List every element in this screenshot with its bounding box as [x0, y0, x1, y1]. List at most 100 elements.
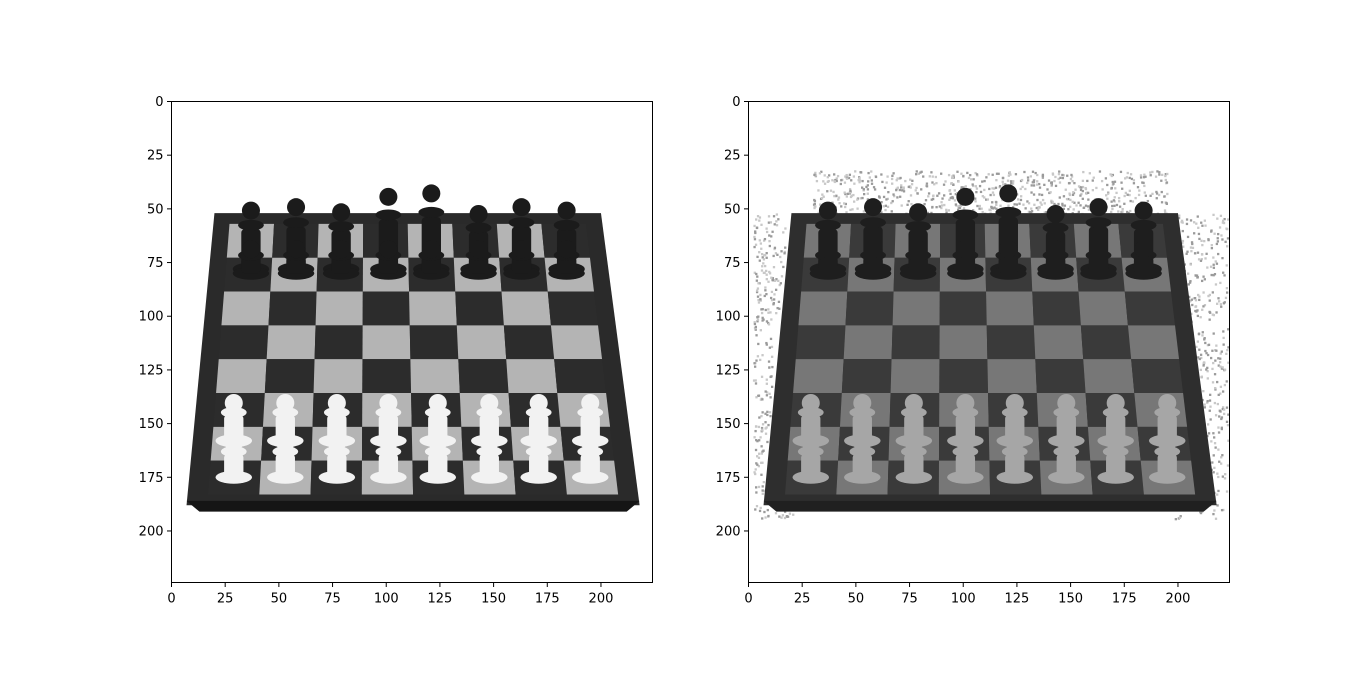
white-pawn	[520, 393, 557, 448]
board-square	[1124, 291, 1176, 326]
board-square	[315, 291, 363, 326]
y-tick-label: 175	[139, 471, 164, 486]
image-panel-2: 0 25 50 75 100 125 150 175 200 0 25 50 75 100 125 150 17…	[716, 95, 1230, 607]
white-pawn	[792, 393, 830, 448]
x-tick-label: 0	[167, 592, 175, 607]
black-pawn	[1125, 240, 1162, 280]
black-pawn	[277, 240, 315, 280]
board-rim	[763, 500, 1217, 512]
white-pawn	[947, 393, 984, 448]
board-square	[550, 325, 603, 360]
x-tick-label: 50	[271, 592, 288, 607]
board-square	[939, 359, 989, 393]
board-square	[218, 325, 269, 360]
x-tick-label: 125	[1005, 592, 1030, 607]
board-square	[986, 325, 1036, 360]
board-square	[1080, 325, 1132, 360]
board-square	[216, 359, 267, 393]
y-tick-label: 0	[732, 95, 740, 110]
y-tick-label: 75	[147, 256, 164, 271]
x-tick-label: 0	[744, 592, 752, 607]
y-tick-label: 50	[724, 202, 741, 217]
white-pawn	[419, 393, 457, 448]
board-square	[503, 325, 555, 360]
white-pawn	[1148, 393, 1186, 448]
board-rim	[186, 500, 640, 512]
board-square	[554, 359, 607, 393]
board-square	[795, 325, 846, 360]
y-tick-label: 125	[716, 363, 741, 378]
white-back-piece	[267, 433, 304, 484]
black-pawn	[947, 240, 984, 280]
white-pawn	[844, 393, 881, 448]
board-square	[987, 359, 1037, 393]
black-pawn	[322, 240, 360, 280]
board-square	[314, 325, 363, 360]
x-tick-label: 25	[794, 592, 811, 607]
x-tick-label: 175	[535, 592, 560, 607]
board-square	[892, 291, 940, 326]
white-pawn	[1097, 393, 1134, 448]
image-content	[752, 170, 1230, 521]
x-tick-label: 150	[1058, 592, 1083, 607]
black-pawn	[1037, 240, 1074, 280]
board-square	[506, 359, 558, 393]
board-square	[266, 325, 316, 360]
y-tick-label: 200	[716, 524, 741, 539]
y-tick-label: 125	[139, 363, 164, 378]
y-tick-label: 100	[139, 310, 164, 325]
image-panel-1: 0 25 50 75 100 125 150 175 200 0 25 50 75 100 125 150 17…	[139, 95, 653, 607]
board-square	[890, 359, 940, 393]
board-square	[221, 291, 271, 326]
board-square	[458, 359, 509, 393]
black-pawn	[370, 240, 407, 280]
board-square	[1032, 291, 1081, 326]
board-square	[362, 291, 410, 326]
y-tick-label: 25	[724, 149, 741, 164]
axes-frame	[748, 101, 1230, 583]
x-tick-label: 125	[428, 592, 453, 607]
white-pawn	[895, 393, 933, 448]
axes-frame	[171, 101, 653, 583]
board-square	[891, 325, 940, 360]
x-tick-label: 150	[481, 592, 506, 607]
black-pawn	[990, 240, 1027, 280]
board-square	[455, 291, 504, 326]
y-tick-label: 150	[716, 417, 741, 432]
x-tick-label: 175	[1112, 592, 1137, 607]
board-square	[313, 359, 363, 393]
board-square	[843, 325, 893, 360]
board-square	[409, 291, 457, 326]
board-square	[798, 291, 848, 326]
black-pawn	[809, 240, 847, 280]
x-tick-label: 100	[951, 592, 976, 607]
board-square	[456, 325, 507, 360]
black-pawn	[854, 240, 892, 280]
y-tick-label: 100	[716, 310, 741, 325]
board-square	[939, 325, 988, 360]
board-square	[793, 359, 844, 393]
black-pawn	[232, 240, 270, 280]
white-pawn	[318, 393, 356, 448]
white-pawn	[215, 393, 253, 448]
board-square	[362, 359, 412, 393]
white-back-piece	[1097, 433, 1134, 484]
black-pawn	[503, 240, 540, 280]
y-tick-label: 75	[724, 256, 741, 271]
white-back-piece	[520, 433, 557, 484]
white-pawn	[471, 393, 508, 448]
board-square	[845, 291, 894, 326]
white-pawn	[1048, 393, 1085, 448]
white-pawn	[267, 393, 304, 448]
x-tick-label: 75	[901, 592, 918, 607]
x-tick-label: 200	[589, 592, 614, 607]
y-tick-label: 200	[139, 524, 164, 539]
board-square	[501, 291, 551, 326]
black-pawn	[460, 240, 497, 280]
board-square	[1033, 325, 1084, 360]
board-square	[841, 359, 892, 393]
board-square	[986, 291, 1034, 326]
y-tick-label: 50	[147, 202, 164, 217]
board-square	[1035, 359, 1086, 393]
board-square	[362, 325, 411, 360]
